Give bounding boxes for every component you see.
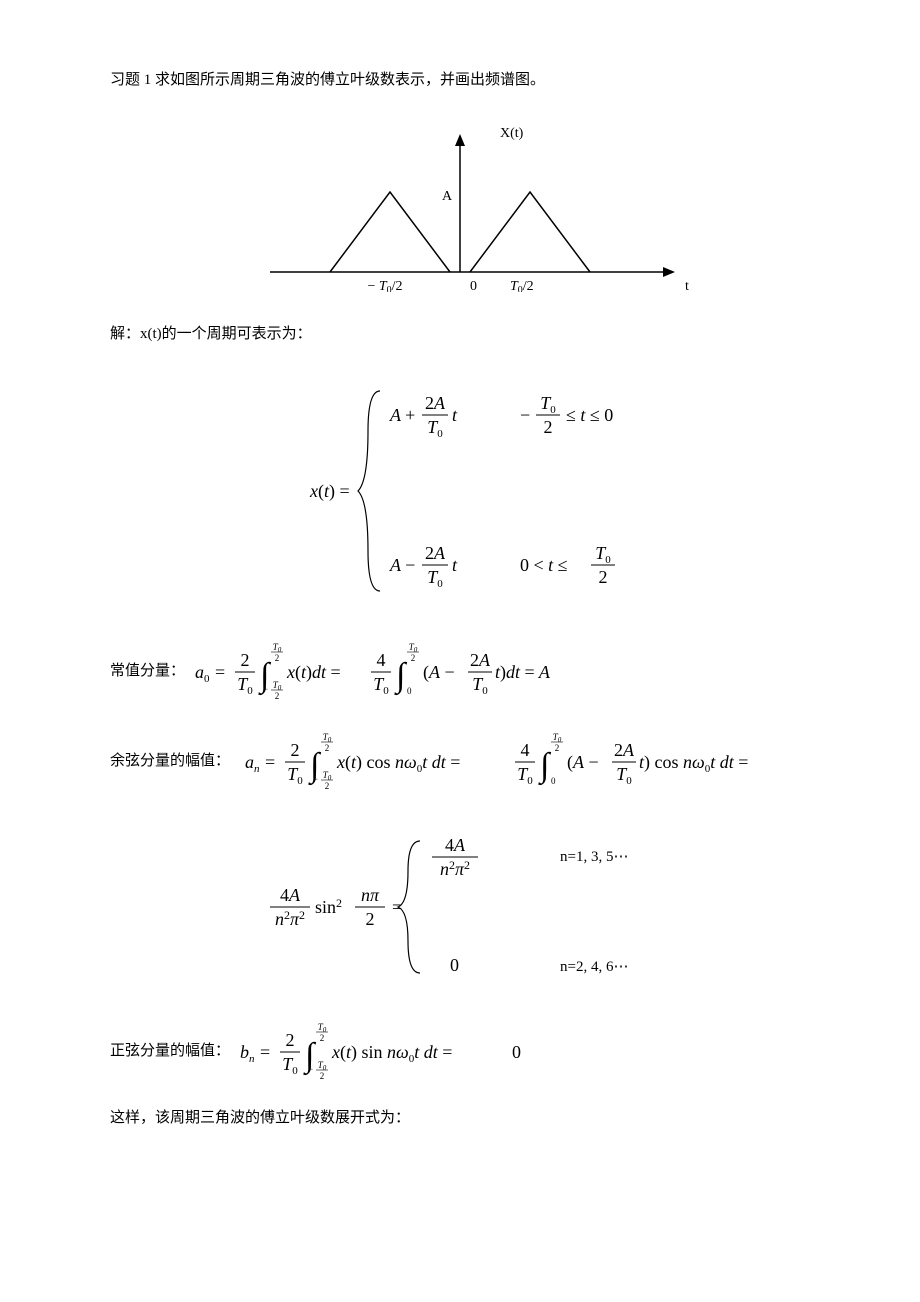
svg-text:4A: 4A — [445, 835, 466, 855]
svg-text:2: 2 — [241, 650, 250, 670]
svg-text:=: = — [265, 752, 275, 772]
svg-text:T0: T0 — [237, 674, 253, 697]
svg-text:2A: 2A — [425, 393, 446, 413]
svg-text:2: 2 — [555, 743, 560, 753]
svg-text:an: an — [245, 752, 260, 775]
svg-text:2: 2 — [320, 1033, 325, 1043]
svg-text:0: 0 — [512, 1042, 521, 1062]
svg-text:sin2: sin2 — [315, 896, 342, 917]
svg-text:t) cos nω0t dt =: t) cos nω0t dt = — [639, 752, 748, 775]
svg-text:T0: T0 — [595, 543, 611, 566]
triangle-wave-diagram: X(t) A − T0/2 0 T0/2 t — [110, 122, 810, 292]
svg-text:2: 2 — [599, 567, 608, 587]
svg-text:0: 0 — [450, 955, 459, 975]
svg-text:T0: T0 — [287, 764, 303, 787]
sin-label: 正弦分量的幅值： — [110, 1039, 230, 1063]
svg-text:≤ t ≤ 0: ≤ t ≤ 0 — [566, 405, 613, 425]
svg-text:T0: T0 — [282, 1054, 298, 1077]
svg-text:A −: A − — [389, 555, 415, 575]
svg-text:4: 4 — [521, 740, 530, 760]
svg-text:(A −: (A − — [567, 752, 599, 773]
svg-text:x(t) =: x(t) = — [309, 481, 350, 502]
svg-text:t)dt = A: t)dt = A — [495, 662, 551, 683]
svg-text:nπ: nπ — [361, 885, 380, 905]
svg-text:x(t)dt =: x(t)dt = — [286, 662, 341, 683]
svg-text:bn: bn — [240, 1042, 255, 1065]
svg-text:a0: a0 — [195, 662, 210, 685]
svg-text:0 < t ≤: 0 < t ≤ — [520, 555, 568, 575]
svg-text:0: 0 — [551, 776, 556, 786]
cos-component: 余弦分量的幅值： an = 2 T0 ∫ T0 2 − T0 2 x(t) co… — [110, 726, 810, 796]
svg-text:−: − — [520, 405, 530, 425]
svg-text:2A: 2A — [470, 650, 491, 670]
svg-text:n=2, 4, 6⋯: n=2, 4, 6⋯ — [560, 959, 628, 975]
piecewise-intro: 解：x(t)的一个周期可表示为： — [110, 322, 810, 346]
y-axis-label: X(t) — [500, 126, 524, 141]
svg-text:A +: A + — [389, 405, 415, 425]
svg-text:T0: T0 — [540, 393, 556, 416]
svg-text:T0: T0 — [472, 674, 488, 697]
svg-text:T0: T0 — [517, 764, 533, 787]
cos-result-piecewise: 4A n2π2 sin2 nπ 2 = 4A n2π2 n=1, 3, 5⋯ 0… — [110, 821, 810, 991]
origin: 0 — [470, 279, 477, 292]
svg-text:0: 0 — [407, 686, 412, 696]
left-tick: − T0/2 — [367, 279, 402, 292]
svg-text:n2π2: n2π2 — [275, 908, 305, 929]
svg-text:T0: T0 — [373, 674, 389, 697]
cos-label: 余弦分量的幅值： — [110, 749, 230, 773]
svg-text:2: 2 — [544, 417, 553, 437]
svg-text:2A: 2A — [614, 740, 635, 760]
svg-text:=: = — [260, 1042, 270, 1062]
svg-text:2: 2 — [325, 781, 330, 791]
svg-text:=: = — [215, 662, 225, 682]
right-tick: T0/2 — [510, 279, 534, 292]
svg-text:−: − — [263, 684, 268, 694]
svg-text:2: 2 — [411, 653, 416, 663]
svg-text:(A −: (A − — [423, 662, 455, 683]
svg-text:∫: ∫ — [394, 657, 408, 696]
svg-text:2: 2 — [291, 740, 300, 760]
conclusion: 这样，该周期三角波的傅立叶级数展开式为： — [110, 1106, 810, 1130]
svg-text:2A: 2A — [425, 543, 446, 563]
dc-component: 常值分量： a0 = 2 T0 ∫ T0 2 − T0 2 x(t)dt = 4 — [110, 636, 810, 706]
svg-text:4: 4 — [377, 650, 386, 670]
svg-text:−: − — [308, 1064, 313, 1074]
svg-text:2: 2 — [325, 743, 330, 753]
svg-text:x(t) cos nω0t dt =: x(t) cos nω0t dt = — [336, 752, 460, 775]
svg-text:n2π2: n2π2 — [440, 858, 470, 879]
svg-text:4A: 4A — [280, 885, 301, 905]
svg-text:2: 2 — [320, 1071, 325, 1081]
svg-text:T0: T0 — [427, 417, 443, 440]
svg-text:n=1, 3, 5⋯: n=1, 3, 5⋯ — [560, 849, 628, 865]
dc-label: 常值分量： — [110, 659, 185, 683]
svg-text:−: − — [313, 774, 318, 784]
x-axis-label: t — [685, 279, 689, 292]
svg-text:2: 2 — [286, 1030, 295, 1050]
svg-text:T0: T0 — [427, 567, 443, 590]
sin-component: 正弦分量的幅值： bn = 2 T0 ∫ T0 2 − T0 2 x(t) si… — [110, 1016, 810, 1086]
svg-text:2: 2 — [275, 691, 280, 701]
piecewise-definition: x(t) = A + 2A T0 t − T0 2 ≤ t ≤ 0 A − 2A… — [110, 371, 810, 611]
amplitude-label: A — [442, 189, 453, 204]
svg-text:t: t — [452, 555, 458, 575]
svg-text:x(t) sin nω0t dt =: x(t) sin nω0t dt = — [331, 1042, 452, 1065]
svg-text:∫: ∫ — [538, 747, 552, 786]
svg-text:2: 2 — [366, 909, 375, 929]
problem-statement: 习题 1 求如图所示周期三角波的傅立叶级数表示，并画出频谱图。 — [110, 68, 810, 92]
svg-text:t: t — [452, 405, 458, 425]
svg-text:2: 2 — [275, 653, 280, 663]
svg-text:T0: T0 — [616, 764, 632, 787]
